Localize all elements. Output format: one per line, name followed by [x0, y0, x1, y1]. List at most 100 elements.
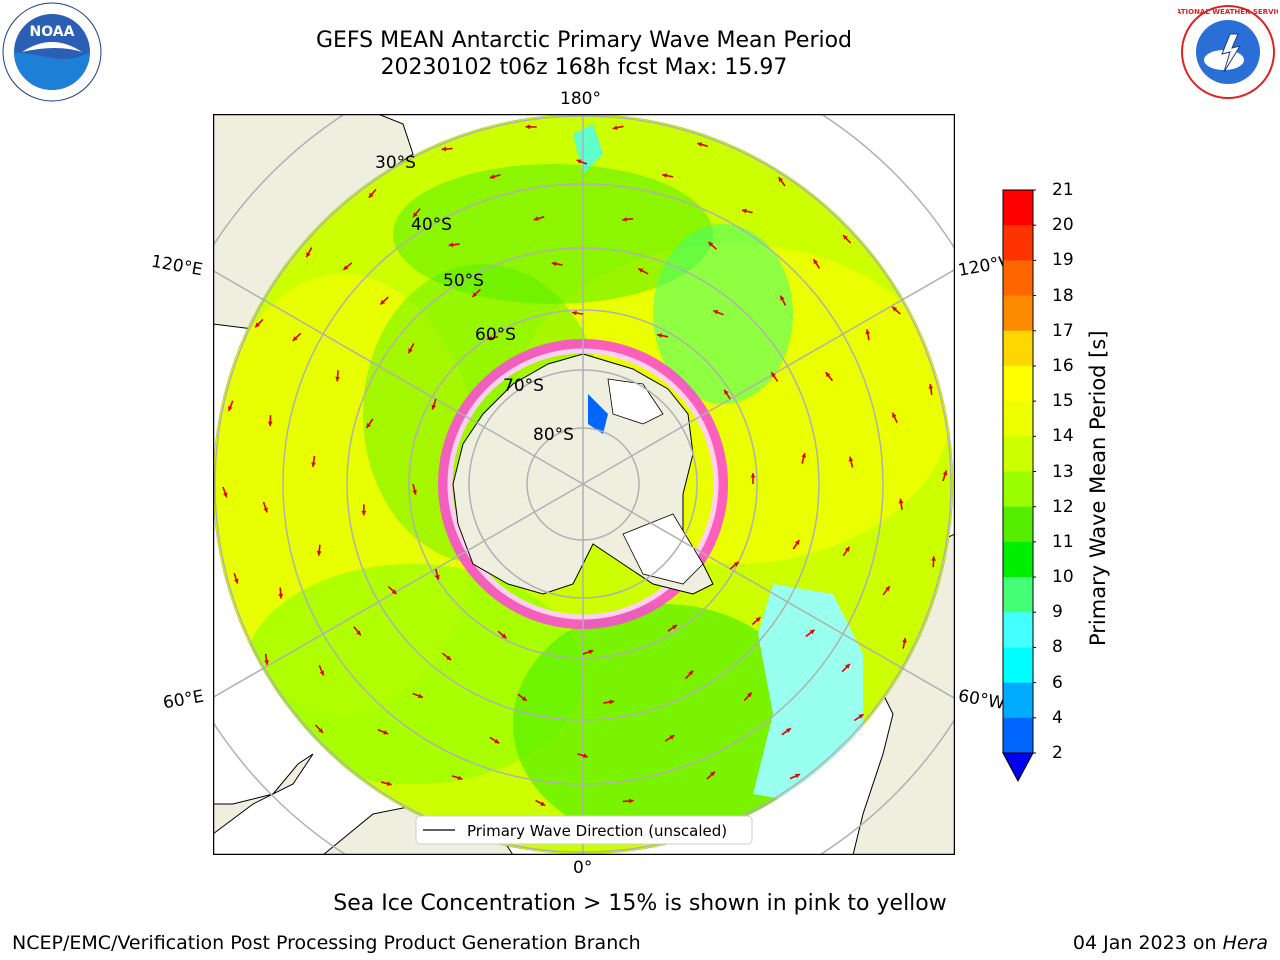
wave-arrow-head	[306, 252, 311, 258]
colorbar-segment	[1003, 682, 1033, 719]
lon-label-60e: 60°E	[161, 686, 206, 714]
wave-arrow-head	[319, 670, 325, 676]
wave-arrow-head	[361, 510, 367, 516]
nws-logo: NATIONAL WEATHER SERVICE	[1170, 2, 1280, 106]
wave-arrow-head	[794, 539, 800, 545]
colorbar-tick-label: 11	[1052, 531, 1074, 552]
wave-arrow-head	[778, 177, 784, 183]
wave-arrow-head	[457, 775, 463, 781]
wave-arrow-head	[576, 159, 582, 164]
wave-arrow-head	[413, 212, 418, 218]
graticule	[213, 114, 955, 855]
wave-direction-arrows	[222, 124, 948, 807]
wave-arrow-head	[892, 306, 898, 312]
wave-arrow-head	[264, 660, 269, 665]
legend-box	[415, 815, 753, 845]
colorbar-tick-label: 4	[1052, 707, 1063, 728]
wave-arrow-head	[278, 593, 284, 599]
wave-arrow-head	[622, 217, 627, 222]
wave-arrow-head	[657, 333, 662, 338]
wave-arrow-head	[368, 192, 374, 198]
lat-label-30s: 30°S	[375, 153, 416, 173]
svg-text:NOAA: NOAA	[30, 24, 75, 40]
wave-arrow-head	[383, 730, 389, 735]
colorbar-segment	[1003, 401, 1033, 437]
wave-arrow-head	[335, 376, 340, 382]
wave-arrow-head	[431, 404, 437, 410]
wave-arrow-head	[843, 235, 848, 240]
wave-arrow-head	[386, 781, 392, 786]
colorbar-segment	[1003, 541, 1033, 578]
colorbar-scale	[1002, 189, 1036, 783]
lat-label-80s: 80°S	[533, 425, 574, 445]
wave-arrow-head	[750, 473, 756, 478]
wave-arrow-head	[472, 292, 478, 297]
lat-label-70s: 70°S	[503, 376, 544, 396]
wave-arrow-head	[489, 174, 495, 179]
wave-arrow-head	[356, 630, 361, 636]
lat-label-60s: 60°S	[475, 325, 516, 345]
colorbar-tick-label: 8	[1052, 637, 1063, 658]
wave-arrow-head	[741, 208, 747, 214]
colorbar-tick-label: 2	[1052, 743, 1063, 763]
wave-arrow-head	[892, 412, 897, 418]
wave-arrow-head	[669, 735, 675, 740]
wave-arrow-head	[441, 146, 447, 152]
wave-arrow-head	[609, 699, 615, 705]
footer-date: 04 Jan 2023 on Hera	[1073, 932, 1268, 954]
wave-arrow-head	[446, 655, 452, 661]
wave-arrow-head	[662, 173, 668, 178]
footer-branch: NCEP/EMC/Verification Post Processing Pr…	[12, 932, 641, 954]
colorbar-tick-label: 19	[1052, 250, 1074, 271]
wave-arrow-head	[551, 261, 557, 267]
wave-arrow-head	[785, 728, 791, 733]
wave-arrow-head	[435, 574, 440, 580]
colorbar-tick-label: 18	[1052, 285, 1074, 306]
colorbar-segment	[1003, 577, 1033, 613]
colorbar-segment	[1003, 295, 1033, 332]
wave-arrow-head	[845, 663, 850, 669]
wave-arrow-head	[588, 649, 594, 655]
colorbar-tick-label: 17	[1052, 320, 1074, 341]
wave-arrow-head	[638, 268, 644, 273]
wave-arrow-head	[801, 453, 806, 458]
lon-label-60w: 60°W	[956, 686, 1007, 714]
wave-arrow-head	[412, 489, 417, 495]
wave-arrow-head	[809, 629, 815, 635]
lat-label-40s: 40°S	[411, 215, 452, 235]
chart-subtitle: 20230102 t06z 168h fcst Max: 15.97	[380, 55, 788, 80]
wave-arrow-head	[311, 462, 316, 467]
colorbar-segment	[1003, 365, 1033, 402]
wave-arrow-head	[417, 693, 423, 699]
wave-arrow-head	[487, 335, 493, 341]
wave-arrow-head	[747, 692, 752, 698]
colorbar-title: Primary Wave Mean Period [s]	[1086, 330, 1110, 646]
wave-arrow-head	[391, 589, 397, 595]
footer-date-text: 04 Jan 2023 on	[1072, 932, 1223, 954]
wave-arrow-head	[858, 714, 864, 719]
wave-arrow-head	[223, 492, 228, 498]
wave-arrow-head	[612, 125, 618, 130]
colorbar-tick-label: 12	[1052, 496, 1074, 517]
colorbar-segment	[1003, 190, 1033, 226]
wave-arrow-head	[688, 670, 694, 676]
lon-label-180: 180°	[560, 89, 601, 109]
wave-arrow-head	[865, 329, 871, 335]
colorbar-segment	[1003, 647, 1033, 684]
wave-arrow-head	[583, 753, 588, 758]
wave-arrow-head	[713, 310, 719, 315]
chart-title: GEFS MEAN Antarctic Primary Wave Mean Pe…	[315, 28, 853, 53]
map-panel: 30°S 40°S 50°S 60°S 70°S 80°S Primary Wa…	[212, 113, 956, 859]
wave-arrow-head	[825, 372, 831, 378]
map-frame	[212, 113, 956, 856]
colorbar-segment	[1003, 612, 1033, 648]
wave-arrow-head	[255, 322, 260, 328]
wave-arrow-head	[380, 299, 386, 305]
colorbar-segment	[1003, 225, 1033, 261]
colorbar-segment	[1003, 436, 1033, 472]
colorbar-segment	[1003, 506, 1033, 543]
wave-arrow-head	[724, 389, 729, 395]
land-madagascar	[213, 753, 314, 835]
wave-arrow-head	[898, 498, 904, 504]
wave-arrow-head	[848, 456, 854, 462]
